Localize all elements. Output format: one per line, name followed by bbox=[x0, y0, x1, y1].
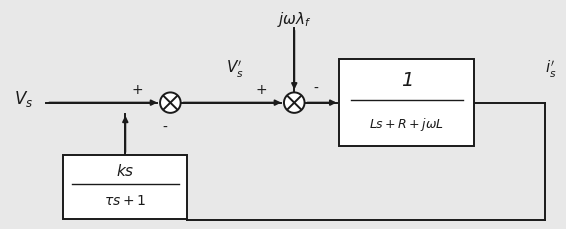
Text: $V_s$: $V_s$ bbox=[14, 89, 33, 109]
Text: $ks$: $ks$ bbox=[116, 162, 135, 178]
Text: +: + bbox=[132, 83, 143, 97]
Ellipse shape bbox=[160, 93, 181, 113]
Bar bbox=[340, 60, 474, 146]
Text: -: - bbox=[314, 82, 318, 95]
Text: $Ls+R+j\omega L$: $Ls+R+j\omega L$ bbox=[370, 115, 444, 132]
Ellipse shape bbox=[284, 93, 305, 113]
Text: -: - bbox=[162, 120, 167, 134]
Text: $j\omega\lambda_f$: $j\omega\lambda_f$ bbox=[277, 10, 312, 29]
Text: $i_s^{\prime}$: $i_s^{\prime}$ bbox=[544, 59, 556, 80]
Text: 1: 1 bbox=[401, 71, 413, 90]
Text: +: + bbox=[256, 83, 267, 97]
Text: $V_s^{\prime}$: $V_s^{\prime}$ bbox=[226, 59, 244, 80]
Bar bbox=[63, 155, 187, 218]
Text: $\tau s+1$: $\tau s+1$ bbox=[104, 194, 147, 207]
